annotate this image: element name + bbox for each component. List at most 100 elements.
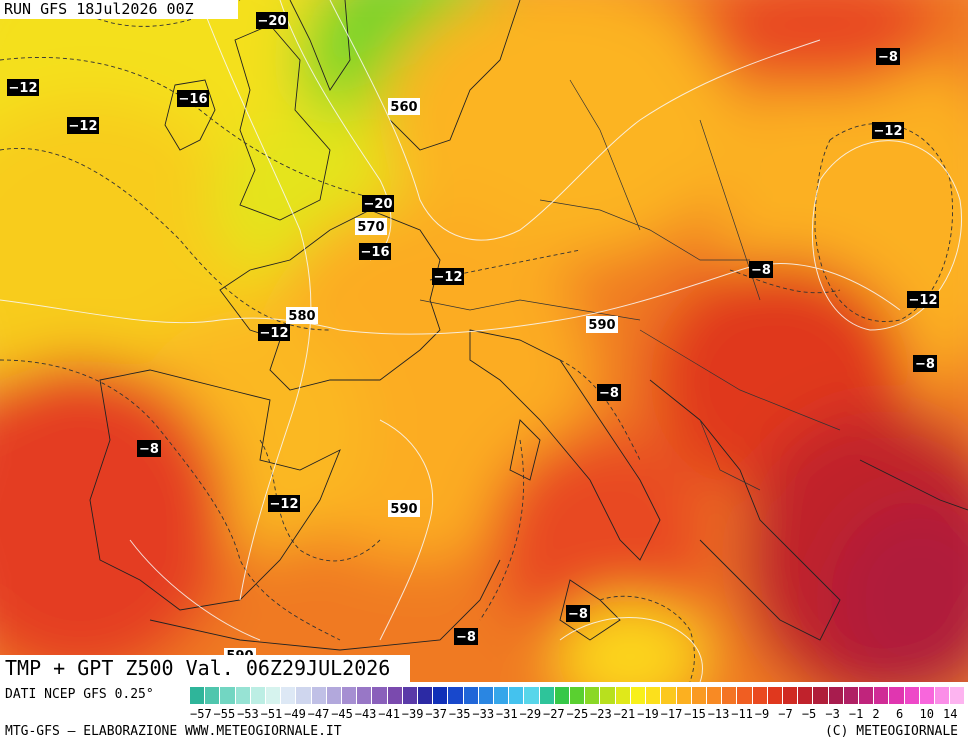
copyright-text: (C) METEOGIORNALE bbox=[824, 724, 958, 739]
temperature-labels: −20 −12 −16 −12 −20 −16 −12 −12 −8 −12 −… bbox=[7, 12, 939, 645]
color-scale-ticks: −57 −55 −53 −51 −49 −47 −45 −43 −41 −39 −37 −35 −33−… bbox=[190, 707, 965, 723]
scale-tick-label: −43 bbox=[354, 707, 377, 721]
gpt-label: 570 bbox=[355, 218, 387, 235]
svg-text:−12: −12 bbox=[9, 81, 38, 96]
gpt-label: 580 bbox=[286, 307, 318, 324]
scale-tick-label: −37 bbox=[425, 707, 447, 721]
svg-text:−20: −20 bbox=[258, 14, 287, 29]
scale-tick-label: −21 bbox=[613, 707, 636, 721]
color-swatch bbox=[357, 687, 373, 704]
color-swatch bbox=[798, 687, 814, 704]
color-swatch bbox=[919, 687, 935, 704]
scale-tick-label: −29 bbox=[519, 707, 542, 721]
temp-label: −8 bbox=[454, 628, 478, 645]
run-label: RUN GFS 18Jul2026 00Z bbox=[0, 0, 238, 19]
color-swatch bbox=[722, 687, 738, 704]
color-swatch bbox=[342, 687, 358, 704]
color-swatch bbox=[448, 687, 464, 704]
scale-tick-label: −11 bbox=[731, 707, 753, 721]
color-swatch bbox=[843, 687, 859, 704]
color-swatch bbox=[281, 687, 297, 704]
svg-text:590: 590 bbox=[588, 318, 615, 333]
color-swatch bbox=[615, 687, 631, 704]
coastlines bbox=[89, 0, 968, 651]
color-swatch bbox=[554, 687, 571, 704]
svg-text:−8: −8 bbox=[751, 263, 771, 278]
svg-text:−16: −16 bbox=[361, 245, 390, 260]
svg-text:−20: −20 bbox=[364, 197, 393, 212]
color-swatch bbox=[372, 687, 388, 704]
color-swatch bbox=[752, 687, 768, 704]
color-swatch bbox=[418, 687, 434, 704]
color-swatch bbox=[828, 687, 844, 704]
color-scale-bar bbox=[190, 687, 966, 704]
color-swatch bbox=[311, 687, 327, 704]
temp-label: −12 bbox=[258, 324, 290, 341]
color-swatch bbox=[889, 687, 905, 704]
color-swatch bbox=[691, 687, 707, 704]
scale-tick-label: −45 bbox=[331, 707, 353, 721]
scale-tick-label: −41 bbox=[378, 707, 400, 721]
color-swatch bbox=[676, 687, 692, 704]
gpt-label: 590 bbox=[586, 316, 618, 333]
color-swatch bbox=[661, 687, 677, 704]
scale-tick-label: −49 bbox=[284, 707, 306, 721]
temp-label: −8 bbox=[913, 355, 937, 372]
color-swatch bbox=[737, 687, 753, 704]
scale-tick-label: −17 bbox=[660, 707, 683, 721]
scale-tick-label: −23 bbox=[590, 707, 612, 721]
color-swatch bbox=[326, 687, 343, 704]
temp-label: −20 bbox=[256, 12, 288, 29]
svg-text:−12: −12 bbox=[874, 124, 903, 139]
svg-text:570: 570 bbox=[357, 220, 384, 235]
color-swatch bbox=[600, 687, 616, 704]
color-swatch bbox=[220, 687, 236, 704]
color-swatch bbox=[950, 687, 966, 704]
scale-tick-label: −13 bbox=[707, 707, 730, 721]
svg-text:560: 560 bbox=[390, 100, 417, 115]
temperature-field bbox=[0, 0, 968, 682]
temp-label: −20 bbox=[362, 195, 394, 212]
temp-label: −12 bbox=[67, 117, 99, 134]
svg-text:−12: −12 bbox=[434, 270, 463, 285]
svg-text:580: 580 bbox=[288, 309, 315, 324]
scale-tick-label: −5 bbox=[801, 707, 817, 721]
scale-tick-label: −15 bbox=[684, 707, 706, 721]
color-swatch bbox=[585, 687, 601, 704]
temp-label: −16 bbox=[177, 90, 209, 107]
temp-label: −12 bbox=[907, 291, 939, 308]
scale-tick-label: −33 bbox=[472, 707, 495, 721]
scale-tick-label: −9 bbox=[754, 707, 770, 721]
weather-map: −20 −12 −16 −12 −20 −16 −12 −12 −8 −12 −… bbox=[0, 0, 968, 682]
scale-tick-label: −25 bbox=[566, 707, 589, 721]
scale-tick-label: 10 bbox=[919, 707, 934, 721]
temp-label: −12 bbox=[872, 122, 904, 139]
svg-text:590: 590 bbox=[390, 502, 417, 517]
color-swatch bbox=[630, 687, 647, 704]
color-swatch bbox=[190, 687, 206, 704]
scale-tick-label: −51 bbox=[260, 707, 283, 721]
temp-label: −16 bbox=[359, 243, 391, 260]
scale-tick-label: −57 bbox=[190, 707, 212, 721]
svg-text:−12: −12 bbox=[69, 119, 98, 134]
scale-tick-label: −1 bbox=[848, 707, 864, 721]
scale-tick-label: −35 bbox=[448, 707, 471, 721]
svg-text:−12: −12 bbox=[909, 293, 938, 308]
scale-tick-label: −3 bbox=[825, 707, 840, 721]
color-swatch bbox=[478, 687, 495, 704]
svg-text:−8: −8 bbox=[878, 50, 898, 65]
svg-text:−16: −16 bbox=[179, 92, 208, 107]
color-swatch bbox=[433, 687, 449, 704]
validity-label: TMP + GPT Z500 Val. 06Z29JUL2026 bbox=[0, 655, 410, 682]
svg-text:−12: −12 bbox=[260, 326, 289, 341]
svg-text:−8: −8 bbox=[915, 357, 935, 372]
scale-tick-label: −19 bbox=[637, 707, 659, 721]
color-swatch bbox=[904, 687, 920, 704]
color-swatch bbox=[858, 687, 875, 704]
color-swatch bbox=[266, 687, 282, 704]
temp-label: −12 bbox=[268, 495, 300, 512]
temp-label: −12 bbox=[432, 268, 464, 285]
gpt-label: 560 bbox=[388, 98, 420, 115]
scale-tick-label: −27 bbox=[542, 707, 565, 721]
scale-tick-label: 14 bbox=[943, 707, 958, 721]
